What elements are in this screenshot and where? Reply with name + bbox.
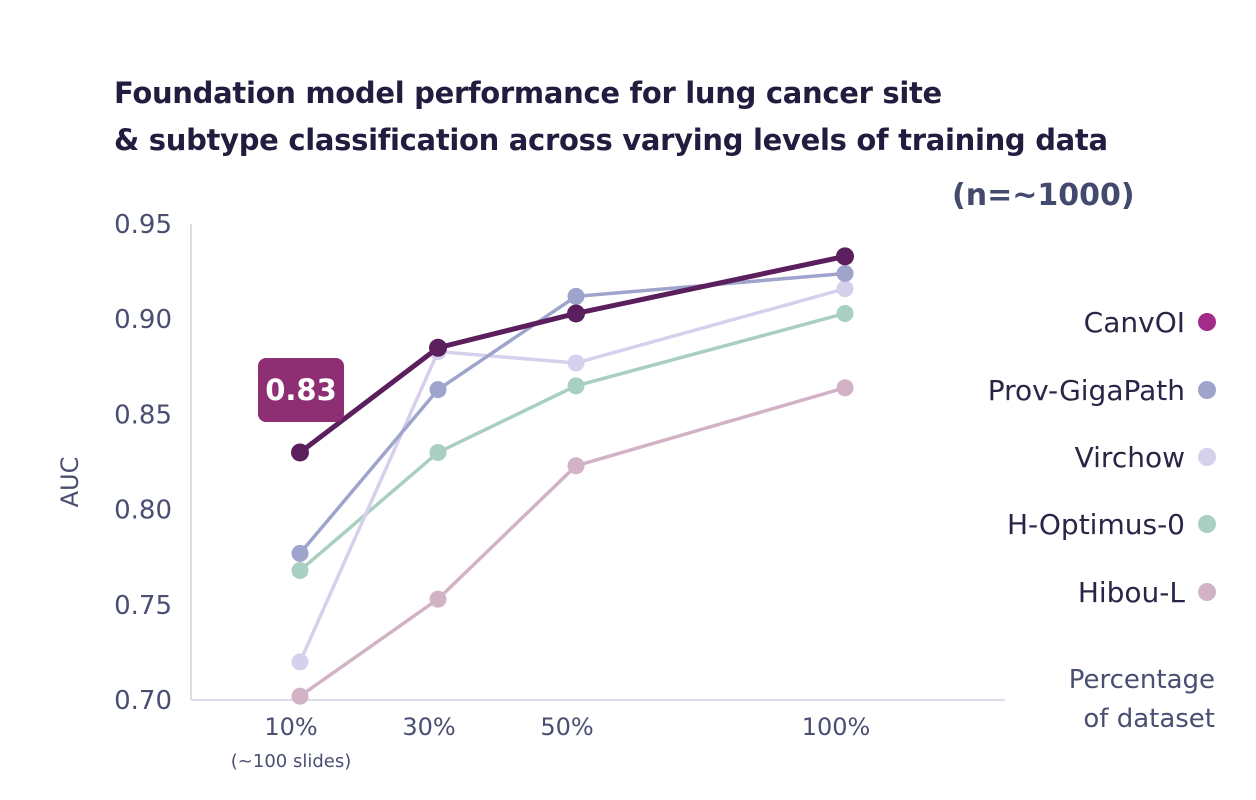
data-point <box>567 304 585 323</box>
callout-value: 0.83 <box>265 373 337 407</box>
data-point <box>567 457 585 475</box>
data-point <box>291 687 309 705</box>
y-tick-label: 0.80 <box>114 496 172 526</box>
series-line <box>298 386 846 698</box>
series-hibou-l <box>291 379 854 705</box>
data-point <box>429 443 447 461</box>
data-point <box>836 304 854 322</box>
data-point <box>291 562 309 580</box>
legend-swatch <box>1198 448 1216 466</box>
legend-label: CanvOI <box>1084 306 1185 339</box>
data-point <box>291 544 309 562</box>
data-point <box>429 590 447 608</box>
legend-label: H-Optimus-0 <box>1007 508 1185 541</box>
x-tick-label: 50% <box>540 713 593 741</box>
legend-item: Prov-GigaPath <box>988 374 1216 407</box>
legend-item: CanvOI <box>1084 306 1216 339</box>
data-point <box>429 381 447 399</box>
legend-swatch <box>1198 313 1216 331</box>
x-axis-title-line-1: Percentage <box>1069 665 1215 695</box>
x-tick-labels: 10% 30% 50% 100% <box>264 713 870 741</box>
chart-title-line-2: & subtype classification across varying … <box>114 123 1108 157</box>
series-h-optimus-0 <box>291 304 854 580</box>
series-virchow <box>291 280 854 671</box>
series-canvoi <box>291 247 854 462</box>
legend-label: Hibou-L <box>1078 576 1186 609</box>
data-point <box>836 247 854 266</box>
series-line <box>298 287 846 663</box>
legend-item: H-Optimus-0 <box>1007 508 1216 541</box>
chart-subtitle: (n=~1000) <box>952 178 1135 213</box>
legend-label: Prov-GigaPath <box>988 374 1185 407</box>
legend-swatch <box>1198 381 1216 399</box>
y-tick-label: 0.85 <box>114 400 172 430</box>
legend: CanvOI Prov-GigaPath Virchow H-Optimus-0 Hib… <box>988 306 1216 609</box>
data-point <box>836 265 854 283</box>
legend-swatch <box>1198 515 1216 533</box>
series-line <box>298 311 846 572</box>
data-point <box>429 338 447 357</box>
y-tick-labels: 0.95 0.90 0.85 0.80 0.75 0.70 <box>114 210 172 716</box>
chart-title-line-1: Foundation model performance for lung ca… <box>114 76 942 110</box>
y-tick-label: 0.75 <box>114 591 172 621</box>
y-axis-label: AUC <box>56 457 84 508</box>
chart-title: Foundation model performance for lung ca… <box>114 70 1108 164</box>
legend-item: Virchow <box>1075 441 1216 474</box>
data-point <box>836 280 854 298</box>
data-point <box>291 653 309 671</box>
x-axis-title-line-2: of dataset <box>1083 704 1215 734</box>
x-tick-label: 30% <box>402 713 455 741</box>
x-tick-sublabel: (~100 slides) <box>231 751 351 772</box>
data-point <box>836 379 854 397</box>
callout: 0.83 <box>258 358 344 422</box>
y-tick-label: 0.95 <box>114 210 172 240</box>
series-group <box>291 247 854 705</box>
y-tick-label: 0.90 <box>114 305 172 335</box>
y-tick-label: 0.70 <box>114 686 172 716</box>
legend-swatch <box>1198 583 1216 601</box>
data-point <box>567 287 585 305</box>
data-point <box>567 354 585 372</box>
series-line <box>298 253 846 455</box>
x-tick-label: 10% <box>264 713 317 741</box>
legend-label: Virchow <box>1075 441 1185 474</box>
data-point <box>567 377 585 395</box>
x-tick-label: 100% <box>802 713 871 741</box>
data-point <box>291 443 309 462</box>
callout-box <box>258 358 344 422</box>
legend-item: Hibou-L <box>1078 576 1216 609</box>
